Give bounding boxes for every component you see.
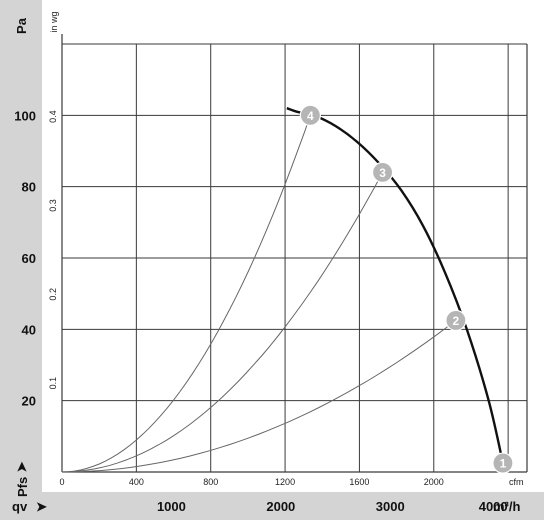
x-axis-arrow: ➤ — [36, 499, 47, 514]
operating-point-marker — [371, 161, 394, 183]
x-axis-unit-cfm: cfm — [509, 477, 524, 487]
x-tick-label-cfm: 2000 — [424, 477, 444, 487]
y-axis-label-pfs: Pfs — [15, 477, 30, 497]
x-tick-label-cfm: 0 — [59, 477, 64, 487]
operating-point-label: 3 — [379, 166, 386, 180]
system-curve-2 — [61, 320, 457, 473]
x-tick-label-cfm: 800 — [203, 477, 218, 487]
operating-point-marker — [299, 104, 321, 126]
y-tick-label-pa: 100 — [14, 108, 36, 123]
system-curve-4 — [61, 115, 311, 473]
operating-point-3: 3 — [371, 161, 394, 183]
x-tick-label-cfm: 1600 — [349, 477, 369, 487]
curves — [61, 107, 505, 473]
x-axis-label-qv: qv — [12, 499, 28, 514]
operating-point-label: 4 — [307, 109, 314, 123]
x-tick-label-m3h: 1000 — [157, 499, 186, 514]
y-tick-label-inwg: 0.1 — [48, 377, 58, 390]
x-tick-label-m3h: 2000 — [266, 499, 295, 514]
operating-points: 1 2 3 4 — [299, 104, 514, 474]
operating-point-2: 2 — [445, 309, 467, 332]
operating-point-4: 4 — [299, 104, 321, 126]
y-tick-label-pa: 20 — [22, 394, 36, 409]
grid-lines — [62, 43, 527, 472]
y-axis-label-inwg: in wg — [49, 11, 59, 32]
tick-labels: 20 40 60 80 100 0.1 0.2 0.3 0.4 0 400 800 1200 1600 20… — [14, 108, 507, 514]
bottom-axis-band — [0, 492, 544, 520]
y-axis-arrow: ➤ — [14, 461, 29, 472]
x-tick-label-cfm: 400 — [129, 477, 144, 487]
system-curve-3 — [61, 172, 384, 473]
operating-point-marker — [445, 309, 467, 332]
y-tick-label-pa: 40 — [22, 322, 36, 337]
x-tick-label-cfm: 1200 — [275, 477, 295, 487]
y-tick-label-pa: 60 — [22, 251, 36, 266]
operating-point-label: 2 — [453, 314, 460, 328]
x-axis-unit-m3h: m³/h — [493, 499, 521, 514]
y-tick-label-pa: 80 — [22, 180, 36, 195]
y-tick-label-inwg: 0.3 — [48, 199, 58, 212]
x-tick-label-m3h: 4000 — [479, 499, 508, 514]
y-tick-label-inwg: 0.2 — [48, 288, 58, 301]
fan-curve — [286, 107, 505, 464]
operating-point-label: 1 — [500, 457, 507, 471]
operating-point-1: 1 — [492, 452, 514, 474]
y-tick-label-inwg: 0.4 — [48, 110, 58, 123]
operating-point-marker — [492, 452, 514, 474]
left-axis-band — [0, 0, 42, 492]
y-axis-label-pa: Pa — [14, 17, 29, 34]
axes — [61, 34, 528, 473]
x-tick-label-m3h: 3000 — [376, 499, 405, 514]
